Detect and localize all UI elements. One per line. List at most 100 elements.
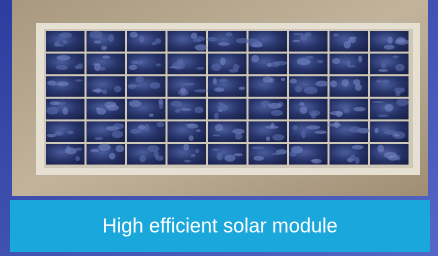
cell-texture	[138, 125, 145, 130]
cell-texture	[100, 67, 106, 71]
cell-texture	[196, 129, 201, 132]
cell-texture	[392, 55, 398, 58]
cell	[46, 121, 85, 142]
cell-texture	[194, 107, 203, 114]
cell-texture	[196, 67, 204, 70]
cell-texture	[94, 64, 101, 71]
cell-texture	[89, 31, 102, 39]
cell-texture	[135, 76, 144, 82]
cell-texture	[220, 58, 226, 66]
cell-texture	[218, 42, 229, 46]
cell	[370, 54, 409, 75]
cell-texture	[183, 144, 189, 151]
cell-texture	[384, 130, 397, 135]
cell	[46, 144, 85, 165]
cell-texture	[67, 131, 73, 134]
cell-texture	[187, 124, 198, 129]
cell	[370, 76, 409, 97]
cell-texture	[108, 34, 114, 42]
cell-texture	[149, 114, 154, 117]
cell-texture	[189, 135, 194, 141]
cell-texture	[378, 69, 388, 72]
cell-texture	[212, 149, 219, 151]
cell-texture	[332, 58, 340, 64]
cell-texture	[350, 155, 356, 161]
page: High efficient solar module (() => { con…	[0, 0, 438, 256]
cell-texture	[330, 80, 337, 87]
cell-texture	[330, 111, 343, 115]
cell-texture	[102, 89, 107, 94]
cell-texture	[115, 145, 124, 152]
cell-texture	[191, 154, 196, 158]
cell-texture	[234, 153, 243, 156]
cell-texture	[139, 35, 144, 43]
cell-texture	[224, 155, 235, 162]
cell-texture	[94, 41, 101, 44]
cell-texture	[159, 102, 164, 109]
cell-texture	[247, 38, 259, 45]
cell-texture	[131, 60, 137, 64]
cell-texture	[384, 45, 395, 50]
cell-texture	[342, 79, 349, 87]
cell-texture	[377, 145, 384, 153]
cell-texture	[90, 149, 99, 153]
cell-texture	[180, 108, 191, 111]
cell-texture	[236, 38, 249, 44]
cell-texture	[252, 146, 265, 149]
cell-texture	[305, 56, 314, 59]
cell-texture	[290, 79, 297, 84]
cell-texture	[232, 129, 244, 134]
cell-texture	[251, 55, 259, 63]
cell-texture	[215, 124, 223, 131]
cell-texture	[170, 101, 182, 107]
cell	[87, 99, 126, 120]
cell-texture	[265, 125, 279, 128]
cell-texture	[395, 91, 400, 96]
cell-texture	[172, 62, 185, 70]
cell-texture	[129, 65, 138, 70]
cell-texture	[314, 130, 326, 134]
cell-texture	[195, 149, 199, 153]
cell-texture	[175, 109, 180, 113]
cell-texture	[263, 77, 273, 83]
cell-texture	[92, 89, 103, 92]
cell-texture	[194, 89, 207, 92]
cell-texture	[52, 82, 57, 86]
cell-texture	[211, 63, 221, 71]
cell-texture	[355, 84, 362, 91]
cell-texture	[316, 81, 329, 87]
cell-texture	[385, 104, 394, 112]
cell-texture	[96, 108, 106, 115]
cell-texture	[372, 101, 384, 103]
cell-texture	[180, 87, 186, 94]
cell	[127, 144, 166, 165]
cell-texture	[306, 125, 320, 129]
cell-texture	[396, 98, 408, 106]
cell-texture	[382, 80, 390, 84]
cell-texture	[95, 137, 103, 140]
cell-texture	[106, 104, 119, 110]
cell-texture	[343, 109, 350, 114]
cell-texture	[213, 78, 217, 84]
cell-texture	[63, 107, 68, 114]
cell-texture	[139, 155, 146, 162]
cell-texture	[292, 40, 300, 42]
cell-texture	[154, 151, 159, 158]
cell-texture	[292, 125, 298, 130]
cell-texture	[395, 39, 409, 45]
cell-texture	[102, 56, 110, 59]
cell-texture	[225, 32, 232, 36]
cell-texture	[193, 39, 201, 43]
cell-texture	[195, 44, 208, 50]
cell-texture	[376, 80, 382, 84]
cell-texture	[346, 60, 350, 66]
cell-texture	[47, 134, 56, 137]
cell-texture	[298, 57, 307, 62]
cell-texture	[156, 63, 161, 66]
cell-texture	[317, 60, 323, 63]
cell-texture	[312, 159, 322, 164]
cell-texture	[358, 56, 362, 63]
cell-texture	[77, 63, 83, 69]
cell-texture	[59, 32, 72, 38]
cell-texture	[128, 84, 136, 89]
